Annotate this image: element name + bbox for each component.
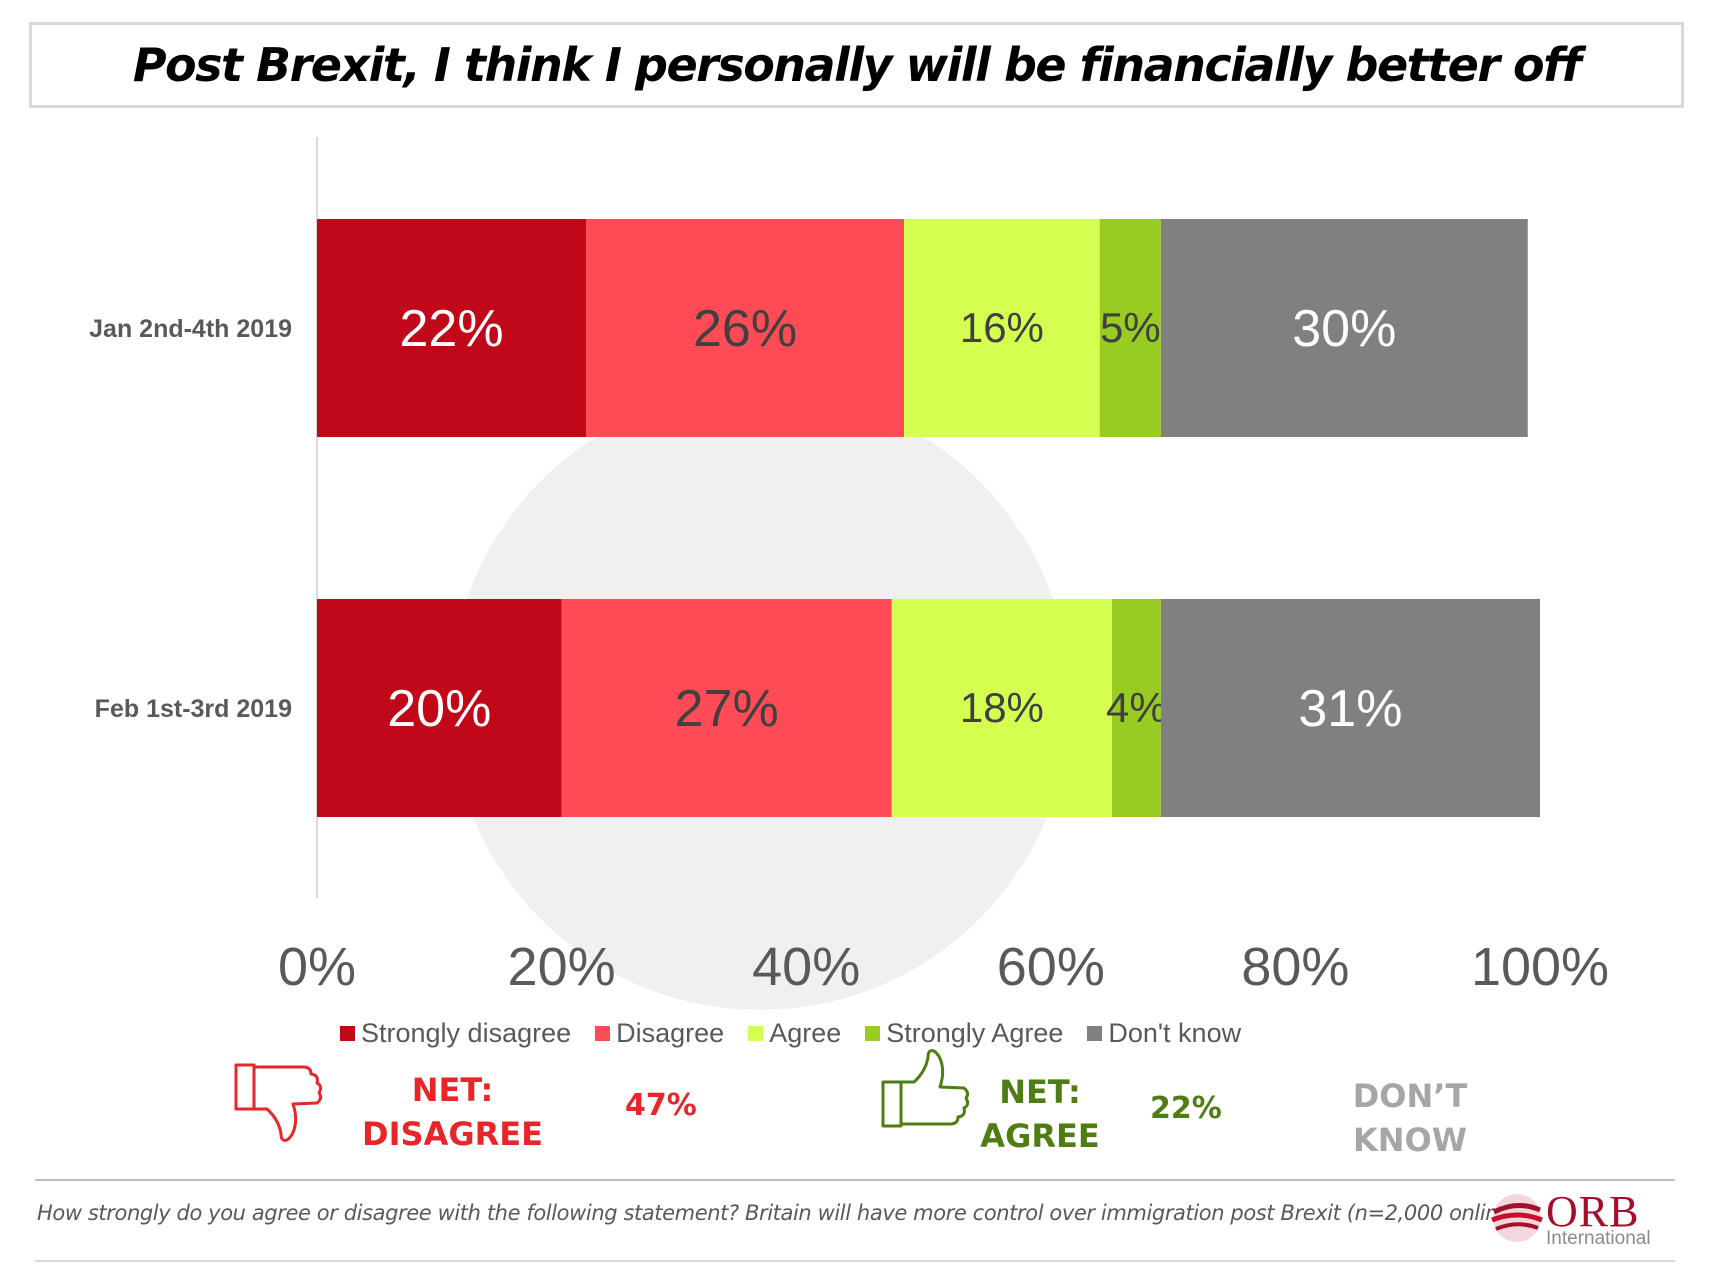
chart-title: Post Brexit, I think I personally will b… (132, 38, 1582, 92)
bar-segment-3-1 (1111, 599, 1161, 817)
footer-divider (35, 1179, 1675, 1181)
net-dont-know-line2: KNOW (1352, 1121, 1468, 1159)
bar-segment-2-0 (904, 219, 1100, 437)
x-tick-label-1: 20% (508, 937, 616, 997)
legend: Strongly disagree Disagree Agree Strongly A… (340, 1015, 1400, 1051)
net-disagree-label: NET: DISAGREE (360, 1068, 545, 1156)
legend-label-1: Disagree (616, 1017, 725, 1048)
bar-segment-1-0 (586, 219, 905, 437)
bar-segment-2-1 (891, 599, 1112, 817)
data-label-0-0: 22% (399, 300, 503, 358)
legend-swatch-0 (340, 1025, 355, 1041)
chart-area: 22% 26% 16% 5% 30% 20% 27% 18% 4% 31% Jan 2nd-4th… (89, 137, 1609, 1010)
legend-item-4: Don't know (1087, 1018, 1241, 1049)
legend-item-0: Strongly disagree (340, 1018, 571, 1049)
data-label-3-0: 5% (1100, 304, 1161, 351)
legend-swatch-4 (1087, 1025, 1103, 1041)
data-label-1-0: 26% (693, 300, 797, 358)
thumbs-down-icon (234, 1063, 323, 1142)
data-label-0-1: 20% (387, 680, 491, 738)
thumbs-up-icon (881, 1049, 970, 1128)
legend-swatch-1 (595, 1025, 611, 1041)
net-agree-value: 22% (1150, 1091, 1222, 1126)
legend-swatch-2 (748, 1025, 764, 1041)
x-tick-label-5: 100% (1471, 937, 1609, 997)
legend-label-3: Strongly Agree (886, 1017, 1064, 1048)
x-tick-label-0: 0% (278, 937, 356, 997)
x-tick-label-4: 80% (1241, 937, 1349, 997)
legend-item-2: Agree (748, 1018, 841, 1049)
bottom-divider (35, 1260, 1675, 1262)
net-agree-label: NET: AGREE (950, 1070, 1130, 1158)
data-label-4-0: 30% (1292, 300, 1396, 358)
data-label-4-1: 31% (1298, 680, 1402, 738)
logo-name: ORB (1546, 1187, 1640, 1236)
category-label-1: Feb 1st-3rd 2019 (95, 695, 292, 723)
footnote: How strongly do you agree or disagree wi… (37, 1201, 1519, 1225)
legend-label-2: Agree (769, 1017, 842, 1048)
net-agree-line2: AGREE (980, 1117, 1100, 1155)
orb-globe-logo-icon (1491, 1194, 1543, 1242)
legend-item-3: Strongly Agree (865, 1018, 1063, 1049)
data-label-3-1: 4% (1106, 684, 1167, 731)
x-tick-label-3: 60% (997, 937, 1105, 997)
net-dont-know-label: DON’T KNOW (1320, 1074, 1500, 1162)
bar-segment-3-0 (1099, 219, 1161, 437)
bar-segment-4-1 (1160, 599, 1540, 817)
net-dont-know-line1: DON’T (1352, 1077, 1468, 1115)
bar-segment-0-1 (317, 599, 562, 817)
legend-label-4: Don't know (1108, 1017, 1242, 1048)
title-box: Post Brexit, I think I personally will b… (29, 22, 1684, 108)
legend-item-1: Disagree (595, 1018, 724, 1049)
legend-swatch-3 (865, 1025, 881, 1041)
data-label-1-1: 27% (675, 680, 779, 738)
category-label-0: Jan 2nd-4th 2019 (89, 315, 292, 343)
net-disagree-value: 47% (625, 1088, 697, 1123)
net-agree-line1: NET: (999, 1073, 1081, 1111)
bar-segment-1-1 (561, 599, 892, 817)
logo-subtitle: International (1546, 1228, 1651, 1249)
data-label-2-0: 16% (960, 304, 1044, 351)
net-disagree-line1: NET: (411, 1071, 494, 1109)
data-label-2-1: 18% (960, 684, 1044, 731)
x-tick-label-2: 40% (752, 937, 860, 997)
bar-segment-4-0 (1160, 219, 1528, 437)
net-disagree-line2: DISAGREE (362, 1115, 543, 1153)
bar-segment-0-0 (317, 219, 587, 437)
legend-label-0: Strongly disagree (361, 1017, 572, 1048)
